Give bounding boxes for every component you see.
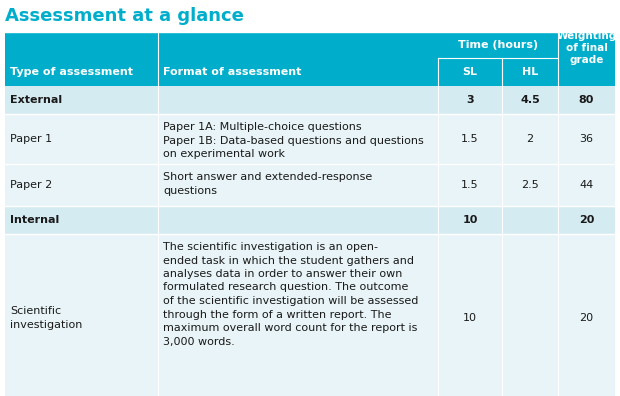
Text: 2: 2 <box>526 134 534 144</box>
Text: maximum overall word count for the report is: maximum overall word count for the repor… <box>163 323 417 333</box>
Text: Time (hours): Time (hours) <box>458 40 538 50</box>
Bar <box>5 206 615 234</box>
Text: formulated research question. The outcome: formulated research question. The outcom… <box>163 282 409 293</box>
Text: 10: 10 <box>463 215 477 225</box>
Bar <box>5 86 615 114</box>
Bar <box>5 32 615 86</box>
Text: Short answer and extended-response: Short answer and extended-response <box>163 172 372 182</box>
Bar <box>5 234 615 396</box>
Text: Scientific: Scientific <box>10 306 61 316</box>
Text: of the scientific investigation will be assessed: of the scientific investigation will be … <box>163 296 418 306</box>
Text: Paper 1: Paper 1 <box>10 134 52 144</box>
Bar <box>5 164 615 206</box>
Text: ended task in which the student gathers and: ended task in which the student gathers … <box>163 255 414 265</box>
Text: SL: SL <box>463 67 477 77</box>
Text: questions: questions <box>163 185 217 196</box>
Text: The scientific investigation is an open-: The scientific investigation is an open- <box>163 242 378 252</box>
Text: 4.5: 4.5 <box>520 95 540 105</box>
Text: Assessment at a glance: Assessment at a glance <box>5 7 244 25</box>
Text: Internal: Internal <box>10 215 60 225</box>
Text: Paper 1A: Multiple-choice questions: Paper 1A: Multiple-choice questions <box>163 122 361 132</box>
Text: 20: 20 <box>579 215 594 225</box>
Text: 1.5: 1.5 <box>461 180 479 190</box>
Text: on experimental work: on experimental work <box>163 149 285 159</box>
Text: 20: 20 <box>580 313 593 323</box>
Text: Paper 1B: Data-based questions and questions: Paper 1B: Data-based questions and quest… <box>163 135 423 145</box>
Text: investigation: investigation <box>10 320 82 330</box>
Text: External: External <box>10 95 62 105</box>
Text: 36: 36 <box>580 134 593 144</box>
Bar <box>5 114 615 164</box>
Text: 2.5: 2.5 <box>521 180 539 190</box>
Text: Format of assessment: Format of assessment <box>163 67 301 77</box>
Text: Paper 2: Paper 2 <box>10 180 52 190</box>
Text: 1.5: 1.5 <box>461 134 479 144</box>
Text: 44: 44 <box>579 180 593 190</box>
Text: analyses data in order to answer their own: analyses data in order to answer their o… <box>163 269 402 279</box>
Text: 3,000 words.: 3,000 words. <box>163 337 235 346</box>
Text: Weighting
of final
grade: Weighting of final grade <box>556 30 617 65</box>
Text: HL: HL <box>522 67 538 77</box>
Text: Type of assessment: Type of assessment <box>10 67 133 77</box>
Text: 10: 10 <box>463 313 477 323</box>
Text: 80: 80 <box>579 95 594 105</box>
Text: through the form of a written report. The: through the form of a written report. Th… <box>163 310 391 320</box>
Text: 3: 3 <box>466 95 474 105</box>
